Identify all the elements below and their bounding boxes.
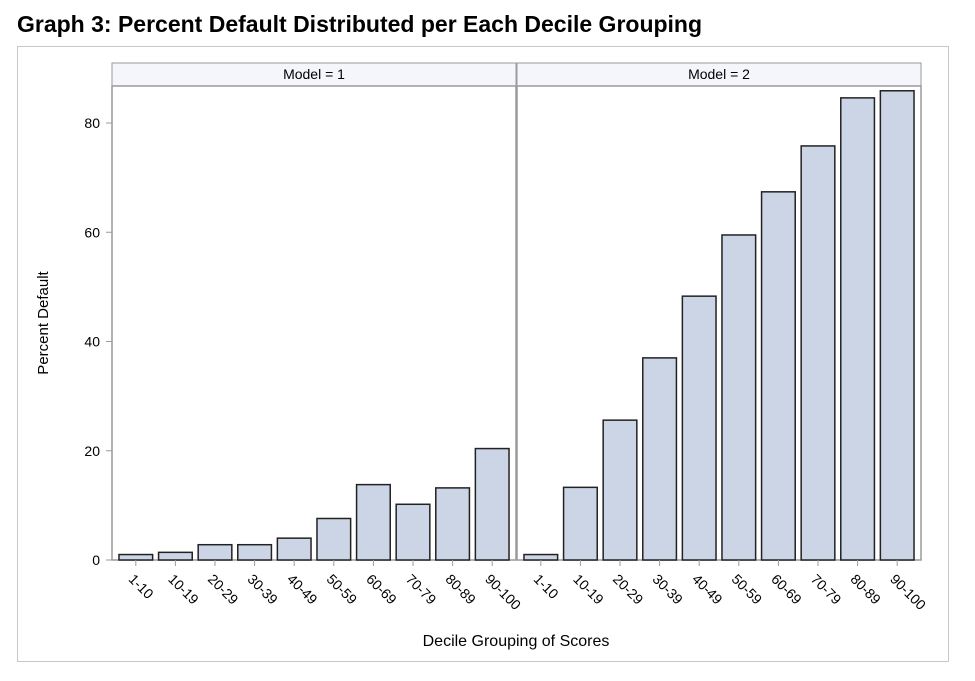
bar-30-39	[237, 543, 273, 561]
panel-border	[516, 85, 922, 561]
x-tick-label: 30-39	[649, 571, 686, 608]
panel-header-label: Model = 2	[688, 66, 750, 82]
y-tick-label: 0	[92, 552, 100, 568]
bar-80-89	[435, 487, 471, 561]
x-tick-label: 10-19	[165, 571, 202, 608]
bar-10-19	[157, 551, 193, 561]
chart-title: Graph 3: Percent Default Distributed per…	[17, 11, 703, 37]
bar-10-19	[562, 486, 598, 561]
bar-80-89	[840, 97, 876, 561]
x-tick-label: 60-69	[363, 571, 400, 608]
y-tick-label: 80	[84, 115, 100, 131]
x-tick-label: 80-89	[847, 571, 884, 608]
x-tick-label: 40-49	[284, 571, 321, 608]
panel-border	[111, 85, 517, 561]
bar-70-79	[800, 145, 836, 561]
x-tick-label: 50-59	[729, 571, 766, 608]
panel-header-label: Model = 1	[283, 66, 345, 82]
y-tick-label: 20	[84, 443, 100, 459]
panel-model-1: Model = 1 1-10 10-19 20-29 30-39 40-49 50-59 60…	[111, 62, 524, 613]
bar-60-69	[355, 483, 391, 561]
bar-30-39	[642, 357, 678, 561]
x-tick-label: 10-19	[570, 571, 607, 608]
bar-50-59	[316, 517, 352, 561]
x-tick-label: 1-10	[531, 571, 562, 602]
x-tick-label: 70-79	[403, 571, 440, 608]
x-tick-label: 30-39	[244, 571, 281, 608]
bar-50-59	[721, 234, 757, 561]
y-axis-label: Percent Default	[35, 270, 52, 374]
x-tick-label: 70-79	[808, 571, 845, 608]
x-tick-label: 50-59	[324, 571, 361, 608]
x-tick-label: 20-29	[205, 571, 242, 608]
panel-model-2: Model = 2 1-10 10-19 20-29 30-39 40-49 50-59 60…	[516, 62, 929, 613]
bar-90-100	[474, 447, 510, 561]
x-tick-label: 60-69	[768, 571, 805, 608]
chart-frame	[17, 46, 949, 662]
bar-90-100	[879, 90, 915, 561]
x-tick-label: 40-49	[689, 571, 726, 608]
x-tick-label: 1-10	[126, 571, 157, 602]
bar-20-29	[602, 419, 638, 561]
x-tick-label: 90-100	[482, 571, 524, 613]
bar-40-49	[276, 537, 312, 561]
x-tick-label: 20-29	[610, 571, 647, 608]
bar-40-49	[681, 295, 717, 561]
bar-1-10	[118, 553, 154, 561]
x-axis-label: Decile Grouping of Scores	[423, 633, 610, 650]
x-tick-label: 80-89	[442, 571, 479, 608]
bar-1-10	[523, 553, 559, 561]
bar-20-29	[197, 543, 233, 561]
y-tick-label: 40	[84, 334, 100, 350]
bar-70-79	[395, 503, 431, 561]
y-tick-label: 60	[84, 224, 100, 240]
x-tick-label: 90-100	[887, 571, 929, 613]
bar-60-69	[760, 191, 796, 561]
